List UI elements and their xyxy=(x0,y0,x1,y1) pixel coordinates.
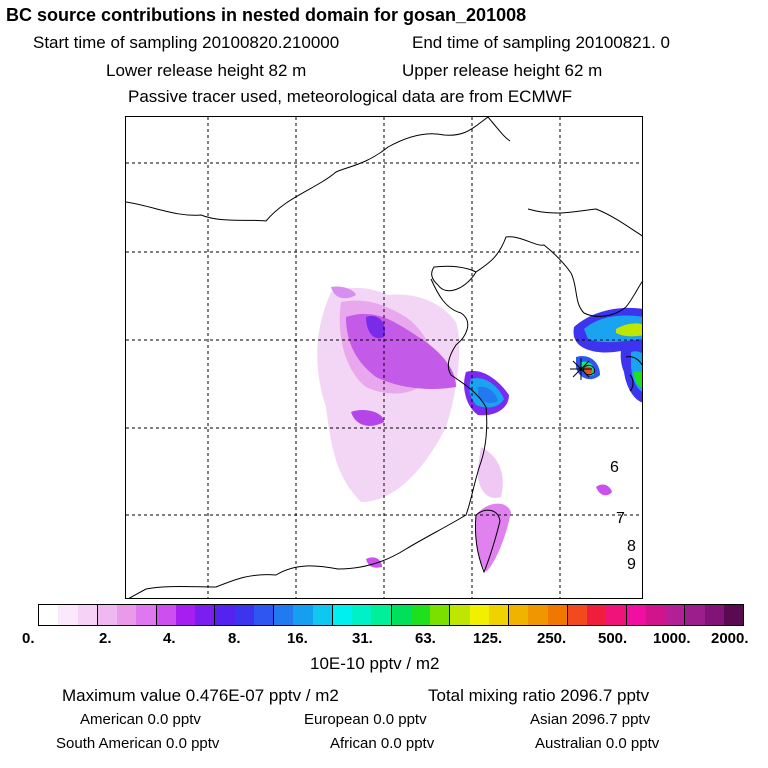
african-contribution: African 0.0 pptv xyxy=(330,735,435,752)
colorbar-swatch xyxy=(195,605,216,625)
colorbar-swatch xyxy=(175,605,195,625)
colorbar-swatch xyxy=(469,605,489,625)
colorbar-tick-3: 8. xyxy=(228,630,241,647)
colorbar-tick-1: 2. xyxy=(99,630,112,647)
start-sampling-time: Start time of sampling 20100820.210000 xyxy=(33,33,340,52)
end-sampling-time: End time of sampling 20100821. 0 xyxy=(412,33,671,52)
colorbar-tick-4: 16. xyxy=(287,630,308,647)
south-american-contribution: South American 0.0 pptv xyxy=(56,735,220,752)
colorbar-swatch xyxy=(136,605,157,625)
colorbar-swatch xyxy=(704,605,724,625)
plot-title: BC source contributions in nested domain… xyxy=(6,5,527,25)
receptor-star-marker xyxy=(570,358,592,380)
american-contribution: American 0.0 pptv xyxy=(80,711,201,728)
colorbar-tick-6: 63. xyxy=(415,630,436,647)
source-contribution-map: 6 7 8 9 xyxy=(125,116,643,599)
upper-release-height: Upper release height 62 m xyxy=(402,61,603,80)
tracer-note: Passive tracer used, meteorological data… xyxy=(128,87,573,106)
colorbar-swatch xyxy=(430,605,451,625)
colorbar-swatch xyxy=(117,605,137,625)
colorbar-swatch xyxy=(606,605,627,625)
colorbar-swatch xyxy=(77,605,98,625)
colorbar-swatch xyxy=(685,605,705,625)
colorbar-swatch xyxy=(645,605,665,625)
colorbar-swatch xyxy=(39,605,59,625)
map-label-8: 8 xyxy=(627,538,636,555)
colorbar-swatch xyxy=(567,605,587,625)
map-canvas xyxy=(126,117,642,598)
colorbar-swatch xyxy=(547,605,568,625)
colorbar-swatch xyxy=(371,605,392,625)
map-label-9: 9 xyxy=(627,556,636,573)
colorbar-swatch xyxy=(528,605,548,625)
colorbar-swatch xyxy=(352,605,372,625)
colorbar-swatch xyxy=(410,605,430,625)
colorbar-swatch xyxy=(234,605,254,625)
map-label-6: 6 xyxy=(610,459,619,476)
colorbar-tick-8: 250. xyxy=(537,630,567,647)
maximum-value: Maximum value 0.476E-07 pptv / m2 xyxy=(62,686,339,705)
colorbar-tick-0: 0. xyxy=(22,630,35,647)
colorbar-tick-2: 4. xyxy=(163,630,176,647)
colorbar-swatch xyxy=(274,605,294,625)
concentration-plume xyxy=(317,286,642,572)
colorbar-tick-5: 31. xyxy=(352,630,373,647)
colorbar-unit: 10E-10 pptv / m2 xyxy=(310,654,440,673)
colorbar-swatch xyxy=(391,605,411,625)
colorbar-tick-9: 500. xyxy=(598,630,628,647)
colorbar-swatch xyxy=(215,605,235,625)
lat-lon-grid xyxy=(126,117,642,598)
colorbar-swatch xyxy=(723,605,743,625)
australian-contribution: Australian 0.0 pptv xyxy=(535,735,660,752)
color-scale-bar xyxy=(38,604,744,626)
colorbar-swatch xyxy=(58,605,78,625)
colorbar-swatch xyxy=(97,605,117,625)
colorbar-swatch xyxy=(587,605,607,625)
lower-release-height: Lower release height 82 m xyxy=(106,61,307,80)
colorbar-swatch xyxy=(312,605,333,625)
colorbar-swatch xyxy=(509,605,529,625)
colorbar-swatch xyxy=(293,605,313,625)
colorbar-swatch xyxy=(626,605,646,625)
colorbar-swatch xyxy=(450,605,470,625)
colorbar-swatch xyxy=(156,605,176,625)
colorbar-swatch xyxy=(253,605,274,625)
asian-contribution: Asian 2096.7 pptv xyxy=(530,711,651,728)
european-contribution: European 0.0 pptv xyxy=(304,711,427,728)
colorbar-swatch xyxy=(665,605,686,625)
colorbar-tick-7: 125. xyxy=(473,630,503,647)
colorbar-swatch xyxy=(488,605,509,625)
colorbar-tick-11: 2000. xyxy=(711,630,749,647)
map-label-7: 7 xyxy=(616,510,625,527)
coastlines xyxy=(126,117,642,598)
colorbar-tick-10: 1000. xyxy=(653,630,691,647)
total-mixing-ratio: Total mixing ratio 2096.7 pptv xyxy=(428,686,650,705)
colorbar-swatch xyxy=(332,605,352,625)
